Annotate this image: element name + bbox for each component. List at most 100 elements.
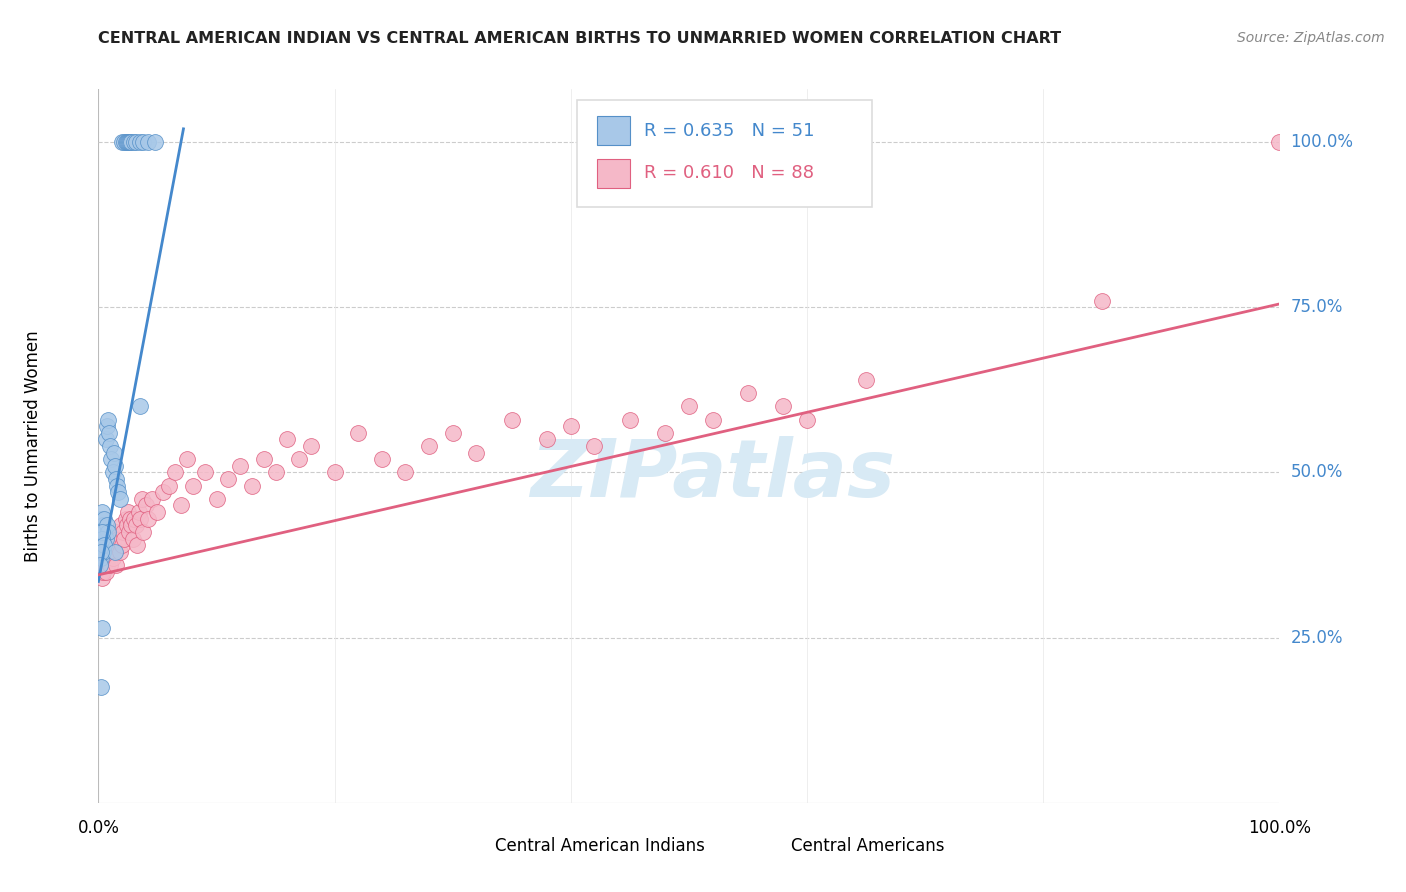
Point <box>855 373 877 387</box>
Point <box>89 558 111 572</box>
Point <box>100 452 122 467</box>
Point <box>90 551 112 566</box>
Text: Source: ZipAtlas.com: Source: ZipAtlas.com <box>1237 31 1385 45</box>
Point <box>560 419 582 434</box>
Point <box>91 524 114 539</box>
Text: Central Americans: Central Americans <box>790 838 943 855</box>
Point <box>114 135 136 149</box>
Point <box>120 511 142 525</box>
Point <box>97 551 120 566</box>
Text: ZIPatlas: ZIPatlas <box>530 435 896 514</box>
Point <box>90 551 112 566</box>
Point <box>288 452 311 467</box>
Point <box>583 439 606 453</box>
Point <box>128 505 150 519</box>
Point <box>141 491 163 506</box>
Point <box>132 135 155 149</box>
Point <box>619 412 641 426</box>
Point <box>104 458 127 473</box>
Point <box>108 491 131 506</box>
Point <box>772 400 794 414</box>
Point <box>118 524 141 539</box>
Point <box>96 419 118 434</box>
Point <box>121 532 143 546</box>
Point <box>115 135 138 149</box>
Point <box>122 511 145 525</box>
Point <box>94 433 117 447</box>
FancyBboxPatch shape <box>748 833 782 860</box>
Point <box>131 491 153 506</box>
Point <box>93 538 115 552</box>
FancyBboxPatch shape <box>596 159 630 187</box>
Point <box>176 452 198 467</box>
Text: R = 0.610   N = 88: R = 0.610 N = 88 <box>644 164 814 182</box>
Point <box>654 425 676 440</box>
Point <box>91 545 114 559</box>
Point <box>89 545 111 559</box>
Point <box>110 518 132 533</box>
Point <box>100 545 122 559</box>
Point <box>1268 135 1291 149</box>
Point <box>89 558 111 572</box>
Point <box>91 558 114 572</box>
Point <box>97 524 120 539</box>
Text: 75.0%: 75.0% <box>1291 298 1343 317</box>
Point <box>90 532 112 546</box>
Point <box>115 518 138 533</box>
Point <box>90 680 112 694</box>
Point <box>253 452 276 467</box>
Point <box>143 135 166 149</box>
Point <box>796 412 818 426</box>
Point <box>105 524 128 539</box>
Point <box>264 466 287 480</box>
Point <box>170 499 193 513</box>
FancyBboxPatch shape <box>596 116 630 145</box>
Point <box>98 558 121 572</box>
Point <box>737 386 759 401</box>
Point <box>122 135 145 149</box>
Point <box>135 499 157 513</box>
Point <box>101 551 124 566</box>
Point <box>418 439 440 453</box>
Point <box>205 491 228 506</box>
Point <box>94 545 117 559</box>
Point <box>117 505 139 519</box>
Text: R = 0.635   N = 51: R = 0.635 N = 51 <box>644 121 814 139</box>
Point <box>94 532 117 546</box>
Point <box>112 532 135 546</box>
Point <box>101 466 124 480</box>
Point <box>105 558 128 572</box>
Text: 100.0%: 100.0% <box>1291 133 1354 151</box>
Point <box>127 538 149 552</box>
Point <box>157 478 180 492</box>
FancyBboxPatch shape <box>453 833 486 860</box>
Point <box>90 511 112 525</box>
Point <box>501 412 523 426</box>
Point <box>121 135 143 149</box>
Point <box>128 511 150 525</box>
Text: CENTRAL AMERICAN INDIAN VS CENTRAL AMERICAN BIRTHS TO UNMARRIED WOMEN CORRELATIO: CENTRAL AMERICAN INDIAN VS CENTRAL AMERI… <box>98 31 1062 46</box>
Point <box>114 511 136 525</box>
Text: 0.0%: 0.0% <box>77 820 120 838</box>
Point <box>107 532 129 546</box>
Point <box>125 135 148 149</box>
Point <box>194 466 217 480</box>
Text: 50.0%: 50.0% <box>1291 464 1343 482</box>
Point <box>323 466 346 480</box>
Point <box>91 545 114 559</box>
Point <box>1091 293 1114 308</box>
Point <box>93 511 115 525</box>
Point <box>125 518 148 533</box>
Point <box>97 532 120 546</box>
Point <box>91 565 114 579</box>
Point <box>98 538 121 552</box>
FancyBboxPatch shape <box>576 100 872 207</box>
Point <box>112 524 135 539</box>
Point <box>104 545 127 559</box>
Point <box>394 466 416 480</box>
Point <box>96 518 118 533</box>
Point <box>165 466 187 480</box>
Point <box>181 478 204 492</box>
Point <box>93 524 115 539</box>
Point <box>128 400 150 414</box>
